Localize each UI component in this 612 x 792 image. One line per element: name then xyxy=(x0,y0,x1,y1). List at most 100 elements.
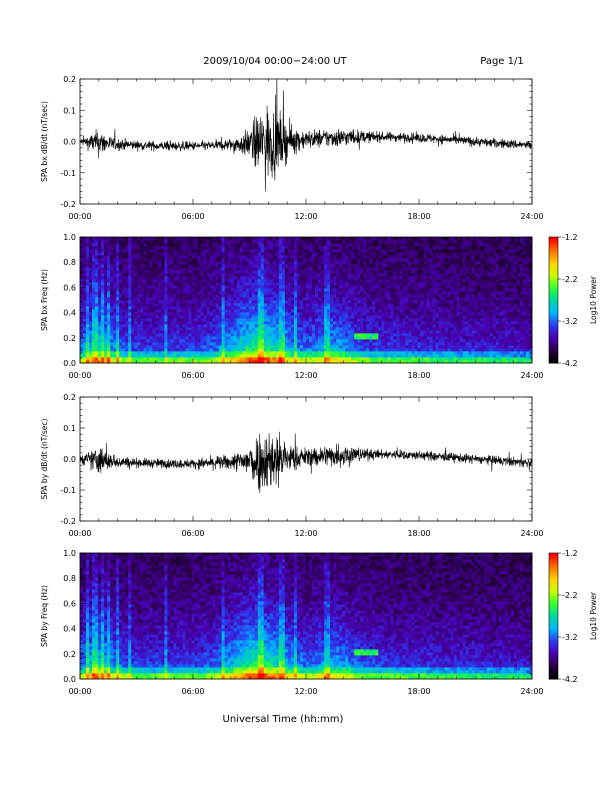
spectrogram-cell xyxy=(330,255,334,259)
spectrogram-cell xyxy=(327,255,331,259)
spectrogram-cell xyxy=(152,300,156,304)
spectrogram-cell xyxy=(257,249,262,253)
spectrogram-cell xyxy=(125,294,129,298)
spectrogram-cell xyxy=(176,315,180,319)
spectrogram-cell xyxy=(272,255,277,259)
spectrogram-cell xyxy=(119,258,123,262)
spectrogram-cell xyxy=(312,273,316,277)
spectrogram-cell xyxy=(272,300,277,304)
spectrogram-cell xyxy=(345,273,349,277)
spectrogram-cell xyxy=(354,306,358,310)
spectrogram-cell xyxy=(360,318,364,322)
spectrogram-cell xyxy=(128,312,132,316)
spectrogram-cell xyxy=(137,282,141,286)
spectrogram-cell xyxy=(233,252,238,256)
spectrogram-cell xyxy=(414,333,418,337)
spectrogram-cell xyxy=(299,252,304,256)
spectrogram-cell xyxy=(194,324,198,328)
spectrogram-cell xyxy=(248,357,253,361)
spectrogram-cell xyxy=(170,270,174,274)
spectrogram-cell xyxy=(236,291,241,295)
spectrogram-cell xyxy=(354,273,358,277)
spectrogram-cell xyxy=(384,249,388,253)
spectrogram-cell xyxy=(327,321,331,325)
spectrogram-cell xyxy=(227,351,232,355)
spectrogram-cell xyxy=(95,330,99,334)
spectrogram-cell xyxy=(143,339,147,343)
spectrogram-cell xyxy=(131,291,135,295)
spectrogram-cell xyxy=(381,300,385,304)
spectrogram-cell xyxy=(215,345,220,349)
spectrogram-cell xyxy=(384,348,388,352)
spectrogram-cell xyxy=(251,291,256,295)
spectrogram-cell xyxy=(203,276,207,280)
spectrogram-cell xyxy=(417,288,421,292)
spectrogram-cell xyxy=(321,273,325,277)
spectrogram-cell xyxy=(417,303,421,307)
spectrogram-cell xyxy=(272,264,277,268)
spectrogram-cell xyxy=(86,294,90,298)
spectrogram-cell xyxy=(420,237,424,241)
spectrogram-cell xyxy=(275,336,280,340)
spectrogram-cell xyxy=(393,279,397,283)
spectrogram-cell xyxy=(287,240,292,244)
spectrogram-cell xyxy=(125,360,129,364)
spectrogram-cell xyxy=(185,333,189,337)
spectrogram-cell xyxy=(324,279,328,283)
spectrogram-cell xyxy=(203,300,207,304)
spectrogram-cell xyxy=(281,264,286,268)
spectrogram-cell xyxy=(309,312,313,316)
spectrogram-cell xyxy=(366,243,370,247)
spectrogram-cell xyxy=(402,261,406,265)
spectrogram-cell xyxy=(239,354,244,358)
spectrogram-cell xyxy=(302,291,307,295)
y-tick-label: -0.2 xyxy=(60,200,76,209)
spectrogram-cell xyxy=(191,282,195,286)
spectrogram-cell xyxy=(89,246,93,250)
spectrogram-cell xyxy=(366,291,370,295)
spectrogram-cell xyxy=(212,258,216,262)
spectrogram-cell xyxy=(393,339,397,343)
spectrogram-cell xyxy=(309,294,313,298)
spectrogram-cell xyxy=(293,306,298,310)
spectrogram-cell xyxy=(194,354,198,358)
spectrogram-cell xyxy=(95,348,99,352)
spectrogram-cell xyxy=(360,282,364,286)
spectrogram-cell xyxy=(429,318,433,322)
spectrogram-cell xyxy=(390,270,394,274)
spectrogram-cell xyxy=(137,270,141,274)
spectrogram-cell xyxy=(197,264,201,268)
spectrogram-cell xyxy=(170,288,174,292)
spectrogram-cell xyxy=(98,294,102,298)
spectrogram-cell xyxy=(248,246,253,250)
spectrogram-cell xyxy=(206,249,210,253)
spectrogram-cell xyxy=(155,270,159,274)
spectrogram-cell xyxy=(327,318,331,322)
spectrogram-cell xyxy=(215,243,220,247)
spectrogram-cell xyxy=(119,306,123,310)
spectrogram-cell xyxy=(287,309,292,313)
spectrogram-cell xyxy=(200,246,204,250)
spectrogram-cell xyxy=(92,330,96,334)
spectrogram-cell xyxy=(113,237,117,241)
spectrogram-cell xyxy=(98,303,102,307)
spectrogram-cell xyxy=(224,267,229,271)
spectrogram-cell xyxy=(339,354,343,358)
spectrogram-cell xyxy=(327,237,331,241)
spectrogram-cell xyxy=(402,312,406,316)
spectrogram-cell xyxy=(200,306,204,310)
spectrogram-cell xyxy=(80,303,84,307)
spectrogram-cell xyxy=(89,243,93,247)
spectrogram-cell xyxy=(95,270,99,274)
spectrogram-cell xyxy=(333,255,337,259)
plots-container: 00:00 06:00 12:00 18:00 24:00-0.2-0.10.00.10… xyxy=(40,75,598,696)
spectrogram-cell xyxy=(426,360,430,364)
spectrogram-cell xyxy=(137,279,141,283)
spectrogram-cell xyxy=(414,270,418,274)
spectrogram-cell xyxy=(333,243,337,247)
spectrogram-cell xyxy=(86,282,90,286)
spectrogram-cell xyxy=(260,252,265,256)
spectrogram-cell xyxy=(92,342,96,346)
spectrogram-cell xyxy=(161,261,165,265)
spectrogram-cell xyxy=(339,306,343,310)
